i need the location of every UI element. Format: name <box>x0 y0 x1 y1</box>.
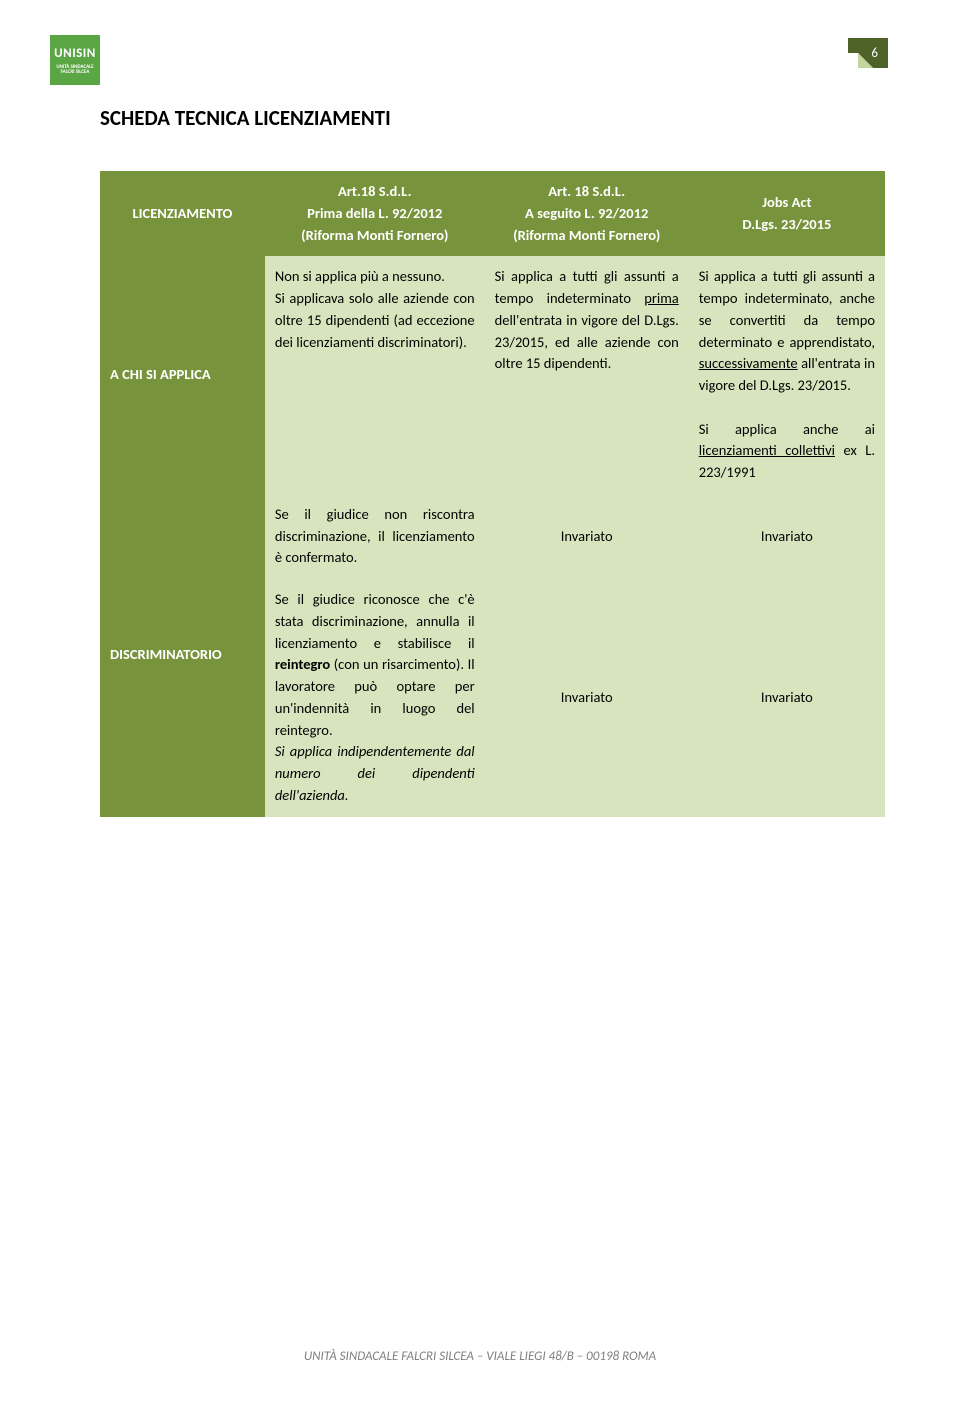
cell-applica-c2: Si applica a tutti gli assunti a tempo i… <box>485 256 689 494</box>
header-text: Art.18 S.d.L. Prima della L. 92/2012 (Ri… <box>301 182 448 244</box>
logo-sub-text: UNITÀ SINDACALE FALCRI SILCEA <box>52 65 98 75</box>
cell-applica-c1: Non si applica più a nessuno. Si applica… <box>265 256 485 494</box>
header-text: Jobs Act D.Lgs. 23/2015 <box>742 193 831 233</box>
page-number-corner: 6 <box>848 38 888 78</box>
cell-discr-r2c2: Invariato <box>485 579 689 817</box>
cell-discr-r1c2: Invariato <box>485 494 689 579</box>
logo-main-text: UNISIN <box>54 46 96 61</box>
footer-text: UNITÀ SINDACALE FALCRI SILCEA – VIALE LI… <box>0 1349 960 1364</box>
row-label-discr: DISCRIMINATORIO <box>100 494 265 817</box>
cell-discr-r1c1: Se il giudice non riscontra discriminazi… <box>265 494 485 579</box>
cell-text-underline: successivamente <box>699 354 798 372</box>
logo: UNISIN UNITÀ SINDACALE FALCRI SILCEA <box>50 35 100 85</box>
page-title: SCHEDA TECNICA LICENZIAMENTI <box>100 105 885 131</box>
cell-text-bold: reintegro <box>275 655 330 673</box>
cell-applica-c3: Si applica a tutti gli assunti a tempo i… <box>689 256 885 494</box>
page-number: 6 <box>871 46 878 61</box>
row-label-applica: A CHI SI APPLICA <box>100 256 265 494</box>
cell-text: dell'entrata in vigore del D.Lgs. 23/201… <box>495 311 679 373</box>
header-col1: Art.18 S.d.L. Prima della L. 92/2012 (Ri… <box>265 171 485 256</box>
cell-text: Non si applica più a nessuno. Si applica… <box>275 267 475 350</box>
header-col2: Art. 18 S.d.L. A seguito L. 92/2012 (Rif… <box>485 171 689 256</box>
cell-discr-r2c3: Invariato <box>689 579 885 817</box>
cell-text: Si applica anche ai <box>699 420 875 438</box>
header-col3: Jobs Act D.Lgs. 23/2015 <box>689 171 885 256</box>
header-row: LICENZIAMENTO Art.18 S.d.L. Prima della … <box>100 171 885 256</box>
header-text: Art. 18 S.d.L. A seguito L. 92/2012 (Rif… <box>513 182 660 244</box>
row-applica: A CHI SI APPLICA Non si applica più a ne… <box>100 256 885 494</box>
cell-text-underline: prima <box>644 289 679 307</box>
header-licenziamento: LICENZIAMENTO <box>100 171 265 256</box>
cell-text: Si applica a tutti gli assunti a tempo i… <box>699 267 875 350</box>
cell-discr-r1c3: Invariato <box>689 494 885 579</box>
header-text: LICENZIAMENTO <box>133 204 233 222</box>
cell-text: Se il giudice riconosce che c'è stata di… <box>275 590 475 652</box>
main-table: LICENZIAMENTO Art.18 S.d.L. Prima della … <box>100 171 885 817</box>
cell-text-italic: Si applica indipendentemente dal numero … <box>275 742 475 804</box>
cell-text-underline: licenziamenti collettivi <box>699 441 835 459</box>
cell-discr-r2c1: Se il giudice riconosce che c'è stata di… <box>265 579 485 817</box>
row-discr-1: DISCRIMINATORIO Se il giudice non riscon… <box>100 494 885 579</box>
